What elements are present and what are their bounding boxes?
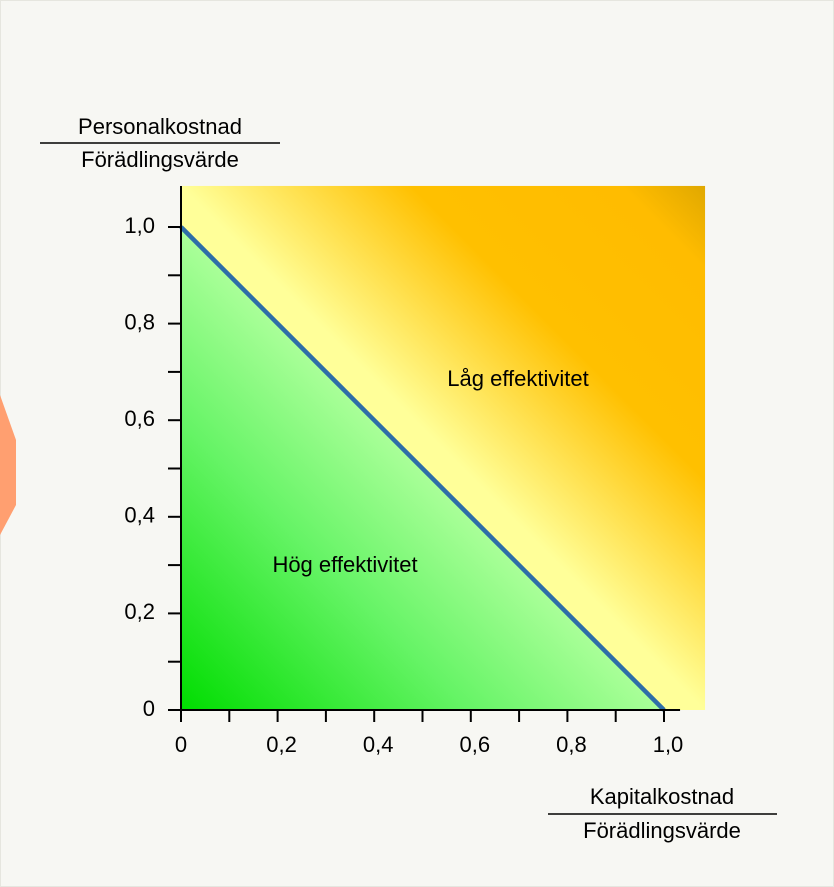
y-tick-label: 0,2 [124,599,155,624]
arrow-shape [0,395,16,535]
x-tick-label: 0,2 [266,732,297,757]
annotation: Låg effektivitet [447,366,588,391]
y-tick-label: 0 [143,696,155,721]
annotation: Hög effektivitet [272,552,417,577]
x-tick-label: 1,0 [653,732,684,757]
x-tick-label: 0 [175,732,187,757]
y-tick-label: 0,6 [124,406,155,431]
x-tick-label: 0,4 [363,732,394,757]
x-tick-label: 0,8 [556,732,587,757]
y-tick-label: 1,0 [124,213,155,238]
line [179,225,666,712]
x-tick-label: 0,6 [460,732,491,757]
y-label: Förädlingsvärde [81,147,239,172]
y-tick-label: 0,8 [124,309,155,334]
plot [179,185,706,712]
x-label: Förädlingsvärde [583,818,741,843]
y-tick-label: 0,4 [124,503,155,528]
y-label: Personalkostnad [78,114,242,139]
x-label: Kapitalkostnad [590,784,734,809]
